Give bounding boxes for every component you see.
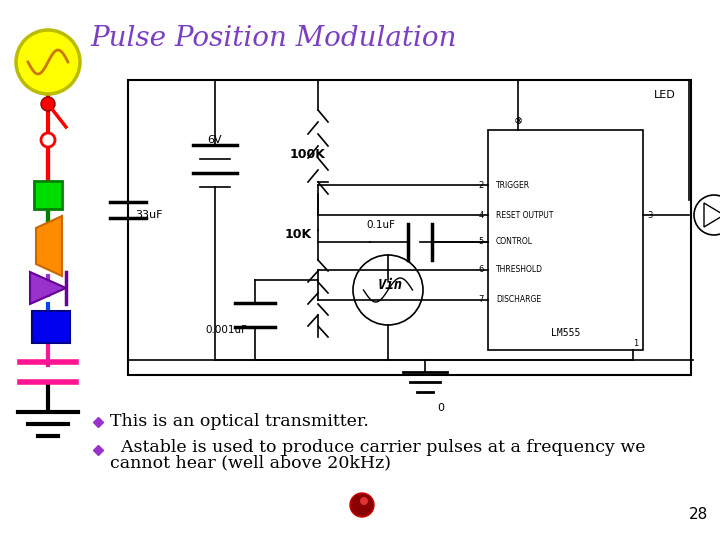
Text: cannot hear (well above 20kHz): cannot hear (well above 20kHz) — [110, 455, 391, 471]
Text: 8: 8 — [516, 117, 521, 126]
Circle shape — [360, 497, 368, 505]
Text: TRIGGER: TRIGGER — [496, 180, 530, 190]
Bar — [32, 311, 70, 343]
Circle shape — [41, 97, 55, 111]
Polygon shape — [704, 203, 720, 227]
Bar — [128, 80, 691, 375]
Text: 28: 28 — [689, 507, 708, 522]
Text: LED: LED — [654, 90, 676, 100]
Text: Astable is used to produce carrier pulses at a frequency we: Astable is used to produce carrier pulse… — [110, 438, 646, 456]
Text: Pulse Position Modulation: Pulse Position Modulation — [90, 25, 456, 52]
Bar — [34, 181, 62, 209]
Text: 100K: 100K — [290, 148, 326, 161]
Polygon shape — [36, 216, 62, 276]
Bar — [488, 130, 643, 350]
Text: DISCHARGE: DISCHARGE — [496, 295, 541, 305]
Text: 5: 5 — [479, 238, 484, 246]
Text: 7: 7 — [479, 295, 484, 305]
Text: 10K: 10K — [285, 228, 312, 241]
Circle shape — [41, 133, 55, 147]
Text: THRESHOLD: THRESHOLD — [496, 266, 543, 274]
Text: 2: 2 — [479, 180, 484, 190]
Text: 4: 4 — [479, 211, 484, 219]
Circle shape — [350, 493, 374, 517]
Text: Vin: Vin — [377, 278, 402, 292]
Text: 6: 6 — [479, 266, 484, 274]
Text: 3: 3 — [647, 211, 652, 219]
Text: ∞: ∞ — [513, 116, 523, 126]
Text: 33uF: 33uF — [135, 210, 163, 220]
Polygon shape — [30, 272, 66, 304]
Text: LM555: LM555 — [551, 328, 580, 338]
Text: 1: 1 — [633, 339, 638, 348]
Text: 0.001uF: 0.001uF — [205, 325, 247, 335]
Text: 0: 0 — [437, 403, 444, 413]
Text: CONTROL: CONTROL — [496, 238, 533, 246]
Text: RESET OUTPUT: RESET OUTPUT — [496, 211, 554, 219]
Text: This is an optical transmitter.: This is an optical transmitter. — [110, 414, 369, 430]
Circle shape — [16, 30, 80, 94]
Text: 0.1uF: 0.1uF — [366, 220, 395, 230]
Text: 6V: 6V — [207, 135, 222, 145]
